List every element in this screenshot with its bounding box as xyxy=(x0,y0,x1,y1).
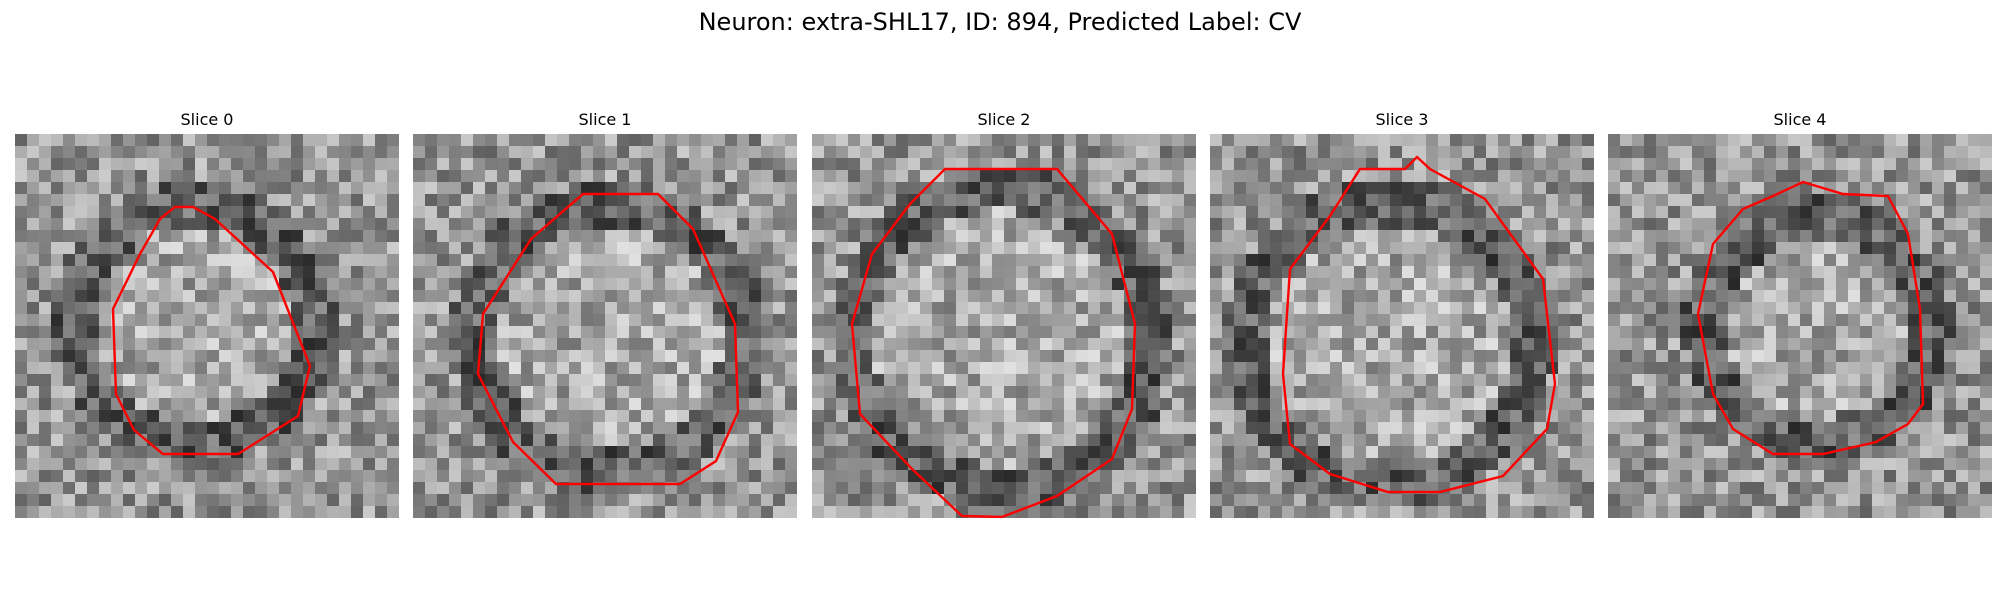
slice-image-1 xyxy=(413,134,797,518)
slice-panel-0: Slice 0 xyxy=(15,108,399,518)
slice-title: Slice 0 xyxy=(180,110,234,129)
slice-title: Slice 4 xyxy=(1773,110,1827,129)
slice-image-4 xyxy=(1608,134,1992,518)
slice-title: Slice 3 xyxy=(1375,110,1429,129)
noise-image xyxy=(15,134,399,518)
segmentation-outline xyxy=(111,205,312,456)
slice-panel-2: Slice 2 xyxy=(812,108,1196,518)
noise-image xyxy=(413,134,797,518)
slice-image-3 xyxy=(1210,134,1594,518)
noise-image xyxy=(812,134,1196,518)
noise-image xyxy=(1608,134,1992,518)
slice-panel-1: Slice 1 xyxy=(413,108,797,518)
slice-title: Slice 2 xyxy=(977,110,1031,129)
segmentation-outline xyxy=(476,192,740,486)
segmentation-outline xyxy=(1696,180,1925,456)
segmentation-outline xyxy=(1281,155,1557,494)
slice-panel-4: Slice 4 xyxy=(1608,108,1992,518)
segmentation-outline xyxy=(850,167,1137,518)
figure-title: Neuron: extra-SHL17, ID: 894, Predicted … xyxy=(698,8,1302,36)
slice-image-2 xyxy=(812,134,1196,518)
noise-image xyxy=(1210,134,1594,518)
slice-title: Slice 1 xyxy=(578,110,632,129)
slice-panel-3: Slice 3 xyxy=(1210,108,1594,518)
slice-image-0 xyxy=(15,134,399,518)
